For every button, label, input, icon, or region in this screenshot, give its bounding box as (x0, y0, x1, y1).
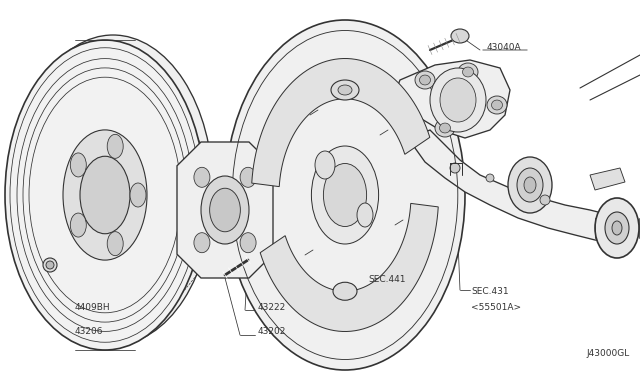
Text: SEC.431: SEC.431 (471, 288, 509, 296)
Ellipse shape (430, 68, 486, 132)
Ellipse shape (63, 130, 147, 260)
Polygon shape (415, 130, 625, 242)
Ellipse shape (612, 221, 622, 235)
Ellipse shape (451, 29, 469, 43)
Text: 43202: 43202 (258, 327, 286, 337)
Text: 43040A: 43040A (487, 42, 522, 51)
Ellipse shape (201, 176, 249, 244)
Polygon shape (590, 168, 625, 190)
Ellipse shape (463, 67, 474, 77)
Text: 4409BH: 4409BH (75, 302, 111, 311)
Ellipse shape (492, 100, 502, 110)
Ellipse shape (524, 177, 536, 193)
Ellipse shape (415, 71, 435, 89)
Ellipse shape (194, 233, 210, 253)
Ellipse shape (323, 164, 367, 227)
Ellipse shape (43, 258, 57, 272)
Polygon shape (260, 203, 438, 331)
Ellipse shape (70, 153, 86, 177)
Ellipse shape (357, 203, 373, 227)
Ellipse shape (331, 80, 359, 100)
Ellipse shape (210, 188, 241, 232)
Ellipse shape (46, 261, 54, 269)
Ellipse shape (508, 157, 552, 213)
Ellipse shape (5, 40, 205, 350)
Polygon shape (398, 60, 510, 138)
Ellipse shape (486, 174, 494, 182)
Ellipse shape (312, 146, 379, 244)
Ellipse shape (440, 123, 451, 133)
Ellipse shape (130, 183, 146, 207)
Ellipse shape (333, 282, 357, 300)
Ellipse shape (435, 119, 455, 137)
Ellipse shape (13, 35, 213, 345)
Ellipse shape (225, 20, 465, 370)
Ellipse shape (315, 151, 335, 179)
Ellipse shape (595, 198, 639, 258)
Ellipse shape (80, 156, 130, 234)
Text: 43206: 43206 (75, 327, 104, 337)
Ellipse shape (487, 96, 507, 114)
Ellipse shape (419, 75, 431, 85)
Text: SEC.441: SEC.441 (368, 276, 406, 285)
Text: J43000GL: J43000GL (587, 349, 630, 358)
Ellipse shape (70, 213, 86, 237)
Polygon shape (252, 58, 430, 187)
Ellipse shape (440, 78, 476, 122)
Ellipse shape (107, 232, 123, 256)
Ellipse shape (194, 167, 210, 187)
Text: <55501A>: <55501A> (471, 302, 521, 311)
Polygon shape (177, 142, 273, 278)
Ellipse shape (540, 195, 550, 205)
Ellipse shape (450, 163, 460, 173)
Ellipse shape (107, 134, 123, 158)
Text: 43222: 43222 (258, 302, 286, 311)
Ellipse shape (517, 168, 543, 202)
Ellipse shape (240, 167, 256, 187)
Ellipse shape (458, 63, 478, 81)
Ellipse shape (605, 212, 629, 244)
Ellipse shape (338, 85, 352, 95)
Ellipse shape (240, 233, 256, 253)
